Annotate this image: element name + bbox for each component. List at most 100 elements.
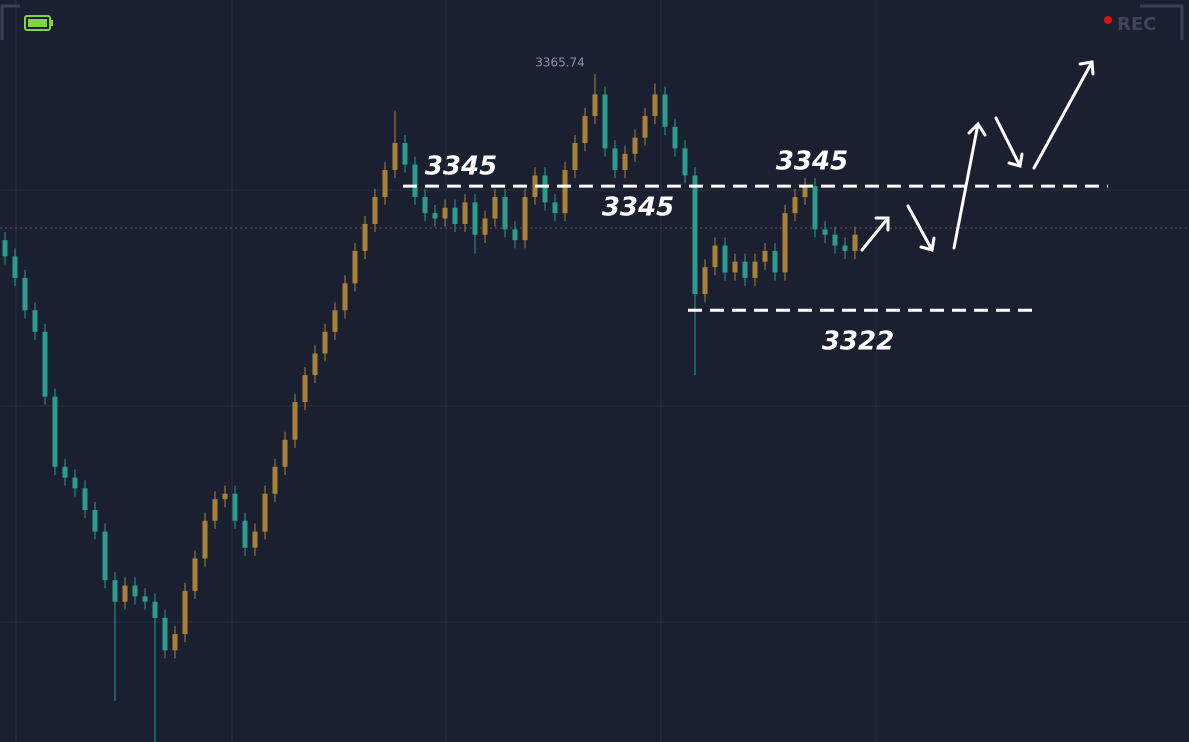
battery-tip <box>50 20 53 26</box>
levels: 3345 3345 3345 3322 <box>403 147 1108 357</box>
candle-body <box>132 585 138 597</box>
candle-body <box>352 250 358 284</box>
candle-body <box>622 153 628 170</box>
arrow <box>906 204 936 252</box>
candle-body <box>702 267 708 295</box>
candle-body <box>72 477 78 489</box>
candle-body <box>582 116 588 144</box>
arrow <box>860 216 890 252</box>
candle-body <box>152 601 158 618</box>
candle-body <box>832 234 838 246</box>
candle-body <box>592 94 598 117</box>
candle-body <box>562 169 568 214</box>
rec-dot <box>1104 16 1112 24</box>
candle-body <box>552 202 558 214</box>
candle-body <box>222 493 228 500</box>
candle-body <box>12 256 18 278</box>
candle-body <box>262 493 268 532</box>
candle-body <box>792 196 798 214</box>
candle-body <box>192 558 198 591</box>
candle-body <box>752 261 758 278</box>
corner <box>1140 4 1184 40</box>
candle-body <box>92 509 98 532</box>
candle-body <box>812 186 818 230</box>
high-label: 3365.74 <box>535 56 585 70</box>
candle-body <box>162 617 168 651</box>
candle-body <box>782 213 788 273</box>
candle-body <box>252 531 258 548</box>
candle-body <box>442 207 448 219</box>
candle-body <box>412 164 418 197</box>
candle-body <box>692 175 698 295</box>
candle-body <box>82 488 88 510</box>
candle-body <box>342 283 348 311</box>
candle-body <box>472 202 478 235</box>
candle-body <box>202 520 208 559</box>
candle-body <box>642 116 648 138</box>
candle-body <box>52 396 58 467</box>
candle-body <box>62 466 68 478</box>
battery-icon <box>24 15 53 31</box>
candle-body <box>392 143 398 170</box>
frame-corners <box>0 4 1184 40</box>
candle-body <box>762 250 768 262</box>
candle-body <box>612 148 618 170</box>
candle-body <box>772 250 778 273</box>
candle-body <box>672 126 678 149</box>
level-label: 3345 <box>776 147 848 177</box>
candle-body <box>452 207 458 224</box>
candle-body <box>322 331 328 354</box>
candle-body <box>742 261 748 278</box>
candle-body <box>272 466 278 494</box>
candle-body <box>112 580 118 602</box>
candle-body <box>332 310 338 332</box>
candle-body <box>42 331 48 397</box>
candle-body <box>492 196 498 219</box>
candle-body <box>802 186 808 197</box>
candle-body <box>362 223 368 251</box>
candle-body <box>652 94 658 117</box>
candle-body <box>212 499 218 521</box>
candle-body <box>22 277 28 311</box>
candle-body <box>372 196 378 224</box>
candle-body <box>292 402 298 440</box>
candle-body <box>302 375 308 403</box>
arrow <box>1032 60 1095 170</box>
level-label: 3345 <box>602 193 674 223</box>
candles <box>2 74 858 742</box>
candle-body <box>852 234 858 251</box>
candle-body <box>402 143 408 165</box>
candle-body <box>282 439 288 467</box>
candle-body <box>542 175 548 203</box>
candle-body <box>462 202 468 224</box>
candle-body <box>432 213 438 219</box>
rec-label: REC <box>1117 14 1156 35</box>
candle-body <box>522 196 528 241</box>
candle-body <box>732 261 738 273</box>
arrow <box>952 121 987 250</box>
candle-body <box>502 196 508 230</box>
candle-body <box>312 353 318 376</box>
candle-body <box>712 245 718 268</box>
candle-body <box>572 143 578 170</box>
candle-body <box>242 520 248 548</box>
candle-body <box>142 596 148 602</box>
candle-body <box>722 245 728 273</box>
candle-body <box>422 196 428 214</box>
corner <box>0 4 20 40</box>
candle-body <box>822 229 828 235</box>
arrows <box>860 60 1095 252</box>
candle-body <box>122 585 128 602</box>
level-label: 3345 <box>425 152 497 182</box>
arrow <box>994 116 1024 168</box>
candle-body <box>172 634 178 651</box>
battery-level <box>28 19 47 27</box>
candle-body <box>182 590 188 635</box>
candle-body <box>2 240 8 257</box>
candle-body <box>102 531 108 581</box>
candle-body <box>32 310 38 332</box>
candle-body <box>842 245 848 251</box>
candle-body <box>512 229 518 241</box>
